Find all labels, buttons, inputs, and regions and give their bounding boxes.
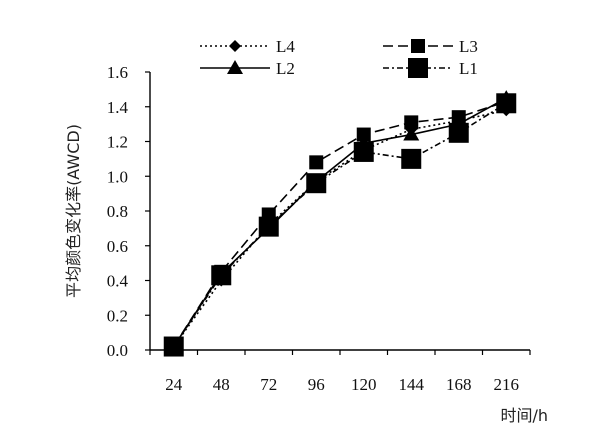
legend-label-l2: L2 [276, 59, 295, 78]
data-point-l1 [306, 173, 327, 194]
data-point-l1 [163, 336, 184, 357]
data-point-l3 [309, 155, 324, 170]
data-point-l1 [211, 265, 232, 286]
x-axis-title: 时间/h [500, 406, 548, 425]
legend-marker-l4 [229, 40, 241, 52]
x-tick-label: 120 [351, 375, 377, 394]
legend-label-l3: L3 [459, 37, 478, 56]
x-tick-label: 168 [446, 375, 472, 394]
data-point-l2 [403, 126, 420, 141]
y-axis-title: 平均颜色变化率(AWCD) [64, 124, 83, 298]
y-tick-label: 1.2 [107, 133, 128, 152]
x-tick-label: 144 [399, 375, 425, 394]
data-point-l1 [401, 148, 422, 169]
legend-label-l1: L1 [459, 59, 478, 78]
data-point-l1 [448, 122, 469, 143]
y-tick-label: 1.6 [107, 63, 128, 82]
y-tick-label: 0.2 [107, 306, 128, 325]
x-tick-label: 24 [165, 375, 183, 394]
x-tick-label: 216 [494, 375, 520, 394]
x-tick-label: 96 [308, 375, 325, 394]
y-tick-label: 1.0 [107, 167, 128, 186]
x-tick-label: 72 [260, 375, 277, 394]
legend-marker-l2 [227, 60, 243, 74]
y-tick-label: 0.4 [107, 272, 129, 291]
series-line-l3 [173, 100, 507, 347]
y-tick-label: 0.8 [107, 202, 128, 221]
legend-label-l4: L4 [276, 37, 295, 56]
data-point-l1 [258, 216, 279, 237]
legend-marker-l1 [408, 58, 428, 78]
y-tick-label: 0.6 [107, 237, 128, 256]
legend-marker-l3 [411, 39, 425, 53]
series-line-l4 [173, 109, 507, 347]
data-point-l3 [404, 115, 419, 130]
x-tick-label: 48 [213, 375, 230, 394]
y-tick-label: 1.4 [107, 98, 129, 117]
data-point-l3 [356, 127, 371, 142]
data-point-l1 [353, 141, 374, 162]
data-point-l1 [496, 93, 517, 114]
y-tick-label: 0.0 [107, 341, 128, 360]
